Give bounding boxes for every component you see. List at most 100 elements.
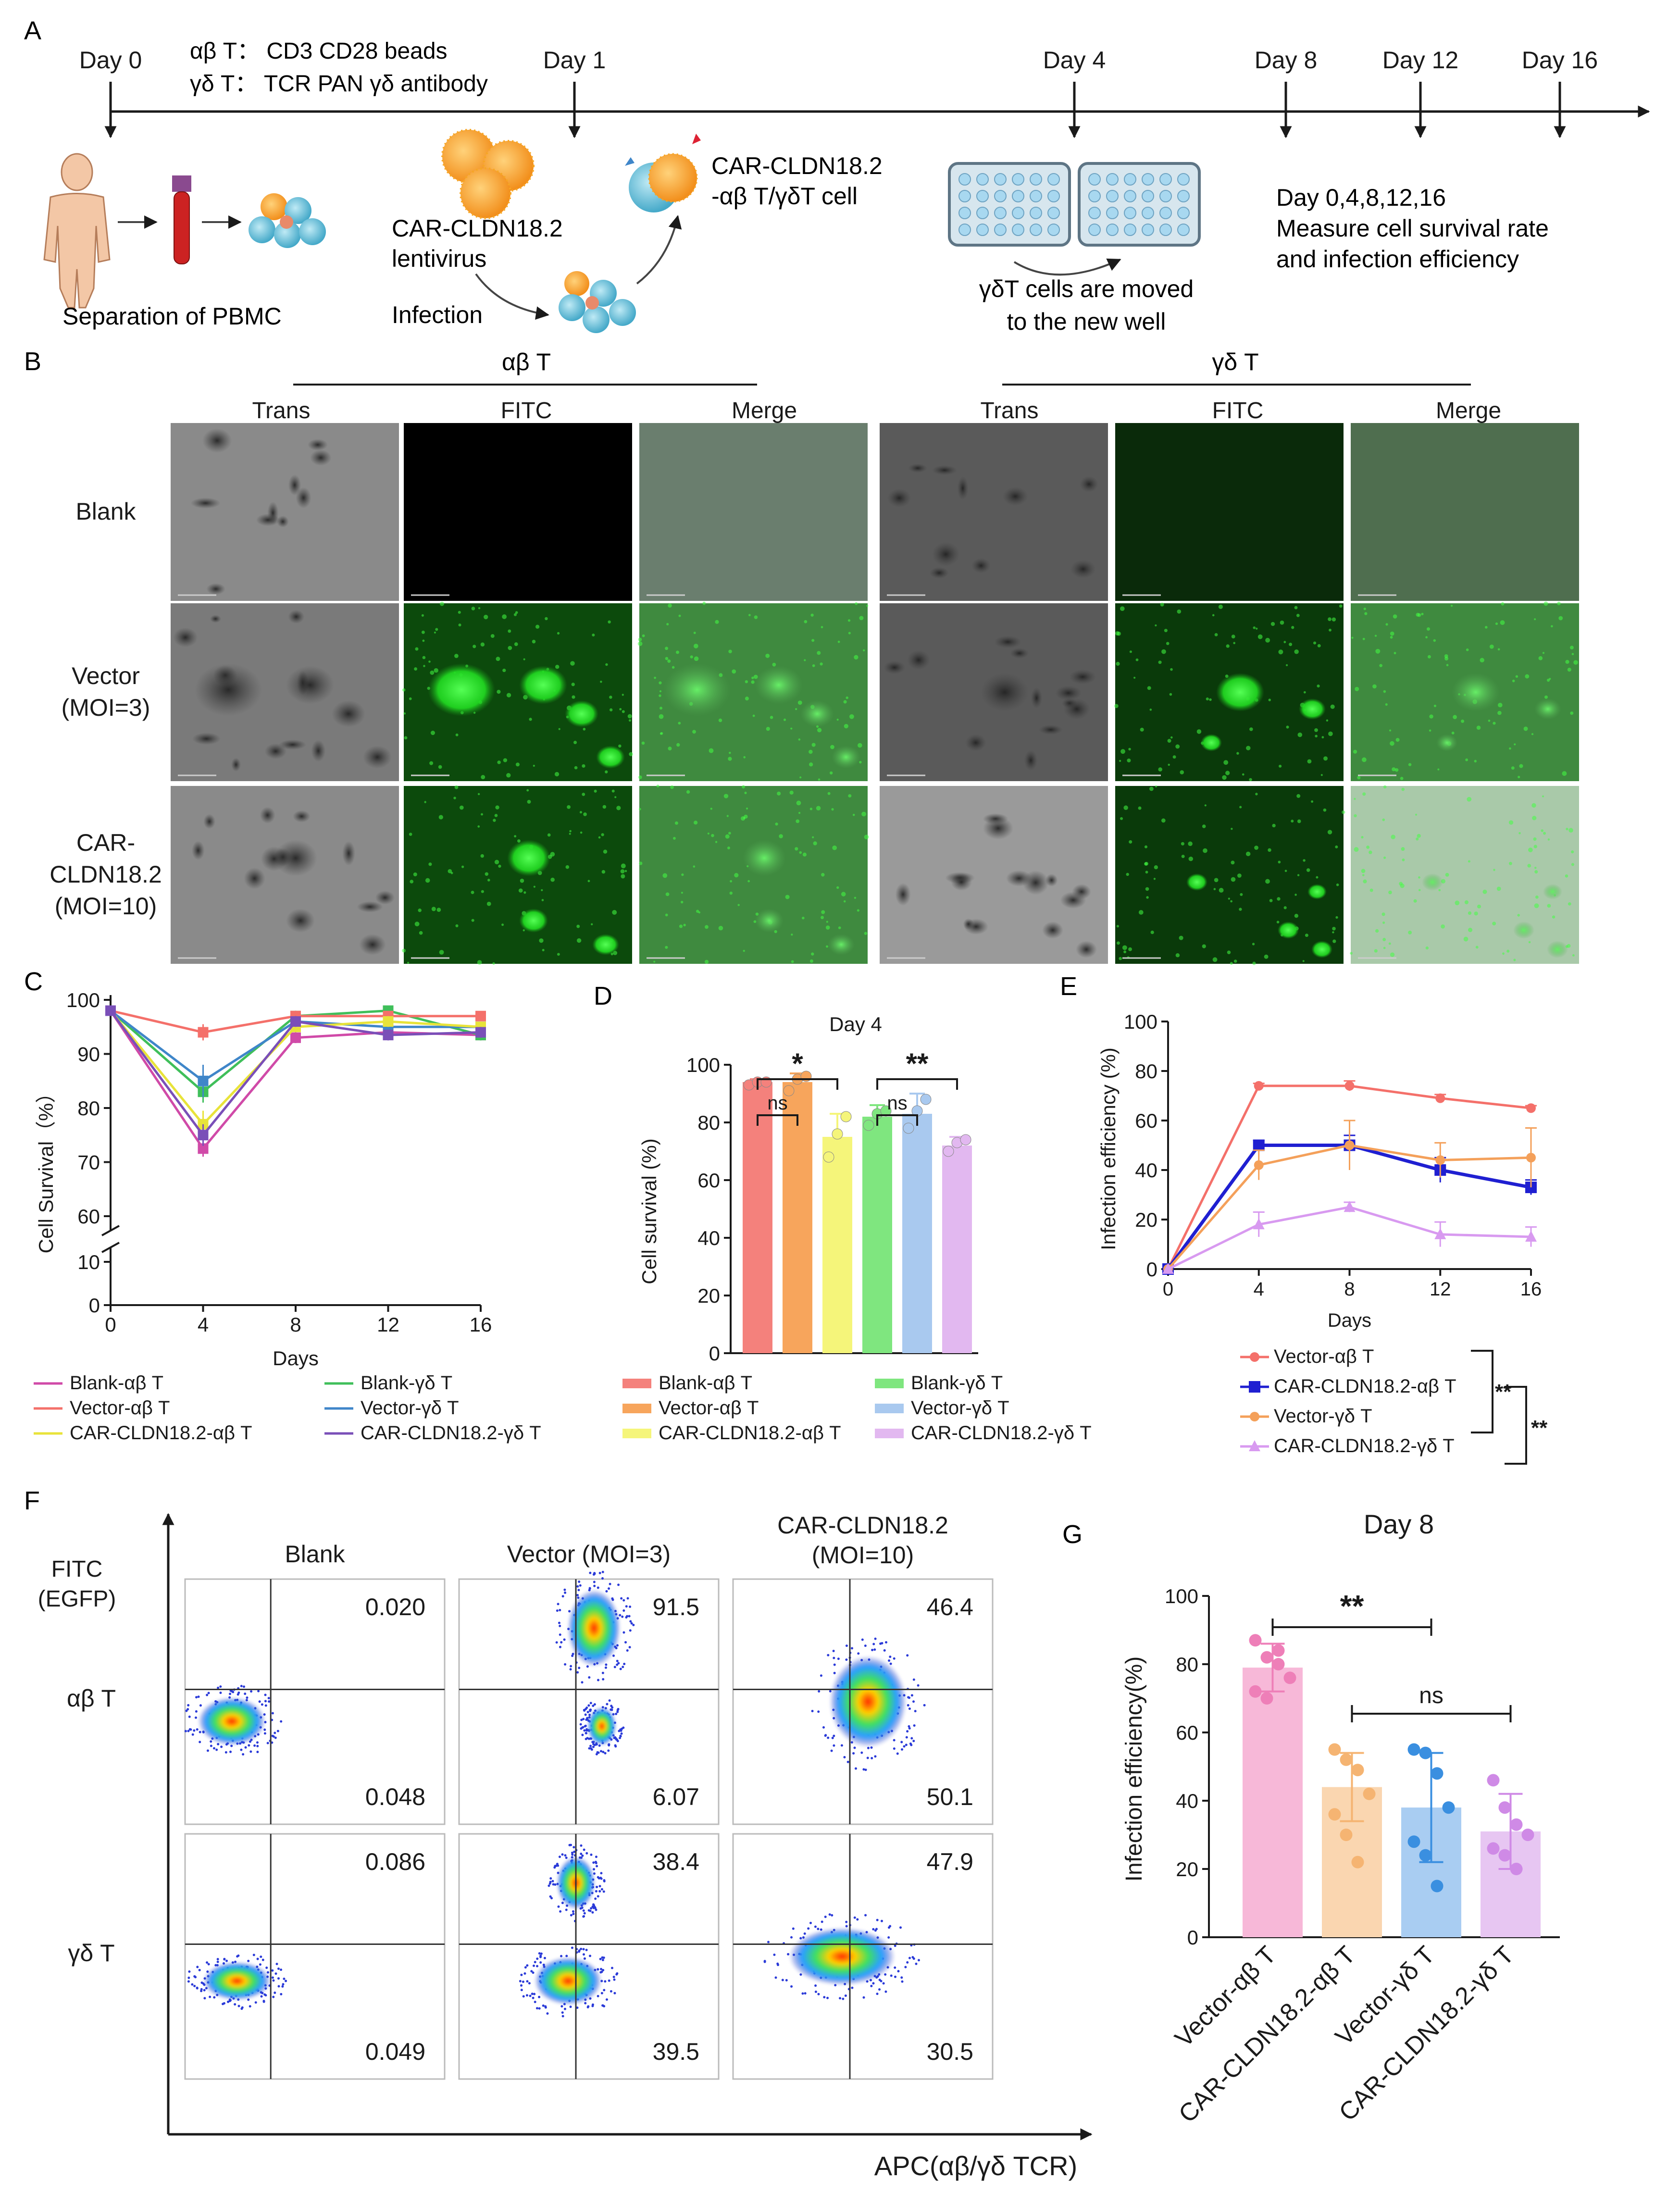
speckle — [656, 785, 660, 788]
f-event-dot — [853, 1916, 856, 1919]
speckle — [1147, 686, 1151, 690]
f-event-dot — [845, 1925, 848, 1928]
f-event-dot — [616, 1708, 619, 1711]
f-density-blob — [203, 1962, 271, 2000]
dark-cell — [1070, 560, 1096, 579]
speckle — [826, 945, 828, 948]
f-event-dot — [256, 1741, 259, 1744]
f-event-dot — [620, 1597, 623, 1600]
f-event-dot — [542, 2004, 545, 2007]
c-data-point — [198, 1143, 209, 1154]
f-event-dot — [884, 1641, 887, 1644]
c-data-point — [475, 1010, 486, 1021]
f-event-dot — [883, 1649, 886, 1652]
f-event-dot — [615, 1738, 618, 1741]
f-event-dot — [611, 1597, 614, 1600]
g-dot — [1419, 1849, 1432, 1862]
speckle — [1572, 954, 1575, 957]
speckle — [696, 909, 699, 913]
f-event-dot — [277, 1968, 280, 1970]
g-sig-label: ns — [1419, 1683, 1444, 1708]
f-event-dot — [572, 1846, 575, 1849]
speckle — [1172, 755, 1176, 759]
f-event-dot — [814, 1925, 817, 1928]
speckle — [481, 813, 483, 816]
speckle — [659, 681, 662, 685]
col-header-fitc-1: FITC — [501, 398, 552, 423]
f-event-dot — [906, 1654, 909, 1657]
speckle — [1531, 803, 1536, 808]
speckle — [407, 961, 410, 964]
speckle — [1357, 776, 1361, 780]
speckle — [1374, 635, 1377, 637]
c-data-point — [290, 1032, 301, 1043]
f-event-dot — [187, 1980, 190, 1983]
f-event-dot — [882, 1982, 885, 1985]
dark-cell — [895, 883, 911, 906]
speckle — [1212, 614, 1215, 617]
green-blob — [800, 700, 834, 727]
f-event-dot — [538, 1952, 541, 1955]
speckle — [843, 900, 846, 903]
speckle — [1535, 895, 1539, 899]
f-event-dot — [595, 1753, 598, 1756]
f-event-dot — [590, 1853, 593, 1856]
f-event-dot — [228, 1999, 231, 2002]
speckle — [743, 756, 746, 759]
speckle — [727, 847, 730, 849]
speckle — [1228, 897, 1230, 900]
speckle — [1294, 649, 1299, 654]
f-event-dot — [557, 1905, 560, 1908]
speckle — [1314, 728, 1318, 732]
speckle — [533, 885, 535, 888]
c-y-tick-label: 100 — [66, 989, 100, 1011]
green-blob — [428, 663, 495, 716]
speckle — [1393, 614, 1397, 619]
speckle — [1149, 786, 1154, 791]
speckle — [766, 727, 770, 731]
dark-cell — [884, 660, 906, 674]
f-event-dot — [520, 1973, 523, 1976]
f-event-dot — [532, 1971, 535, 1974]
speckle — [1528, 941, 1531, 944]
speckle — [1153, 878, 1156, 880]
speckle — [570, 661, 575, 666]
f-event-dot — [558, 1856, 561, 1858]
f-event-dot — [586, 1665, 589, 1668]
speckle — [693, 632, 696, 634]
c-data-point — [383, 1030, 394, 1041]
speckle — [817, 651, 821, 655]
f-event-dot — [589, 1709, 592, 1712]
well — [994, 224, 1007, 236]
speckle — [1114, 704, 1119, 708]
speckle — [679, 924, 683, 928]
dark-cell — [279, 739, 307, 750]
speckle — [799, 851, 802, 854]
f-event-dot — [538, 2007, 541, 2010]
group-label-ab: αβ T — [502, 349, 551, 375]
speckle — [1188, 856, 1194, 861]
speckle — [836, 886, 839, 889]
d-bar-2 — [822, 1137, 852, 1353]
f-density-blob — [587, 1707, 616, 1745]
f-event-dot — [206, 1749, 209, 1752]
f-event-dot — [556, 1609, 559, 1612]
speckle — [439, 950, 444, 955]
d-legend-label: CAR-CLDN18.2-αβ T — [659, 1422, 841, 1444]
speckle — [541, 889, 543, 891]
well — [1047, 224, 1060, 236]
speckle — [1188, 841, 1193, 846]
well — [1142, 173, 1154, 186]
g-dot — [1363, 1787, 1376, 1800]
f-event-dot — [237, 1691, 240, 1694]
speckle — [1303, 691, 1306, 694]
f-event-dot — [530, 1970, 533, 1973]
well — [958, 190, 971, 202]
f-event-dot — [880, 1919, 883, 1922]
well — [1088, 190, 1101, 202]
speckle — [670, 785, 674, 789]
f-event-dot — [564, 1663, 567, 1666]
well — [958, 207, 971, 219]
dark-cell — [994, 635, 1021, 648]
speckle — [1294, 894, 1297, 896]
